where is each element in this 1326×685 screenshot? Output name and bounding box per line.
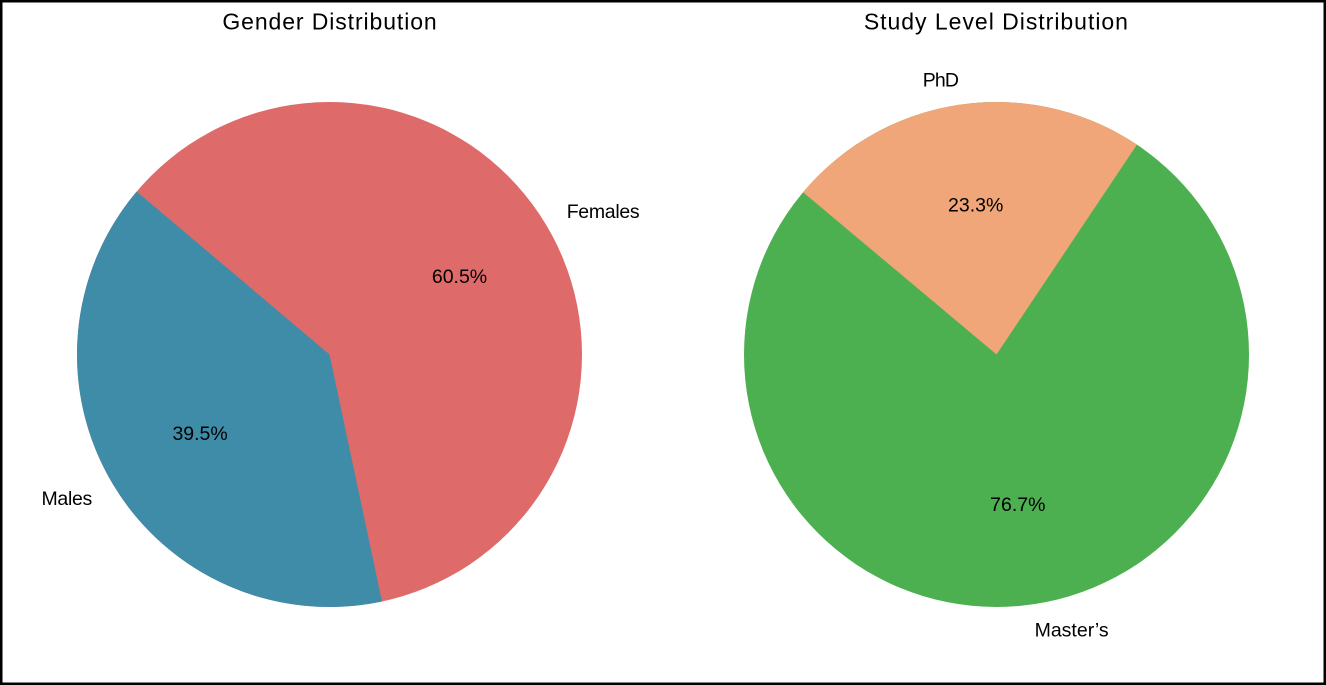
svg-text:76.7%: 76.7% [990,494,1045,516]
svg-text:Study Level Distribution: Study Level Distribution [864,9,1129,35]
svg-text:Males: Males [41,488,92,510]
svg-text:Females: Females [567,201,640,223]
svg-text:60.5%: 60.5% [432,266,487,288]
svg-text:Gender Distribution: Gender Distribution [222,9,437,35]
svg-text:PhD: PhD [923,70,959,92]
svg-text:39.5%: 39.5% [172,423,227,445]
svg-text:Master’s: Master’s [1035,620,1109,642]
svg-text:23.3%: 23.3% [948,194,1003,216]
